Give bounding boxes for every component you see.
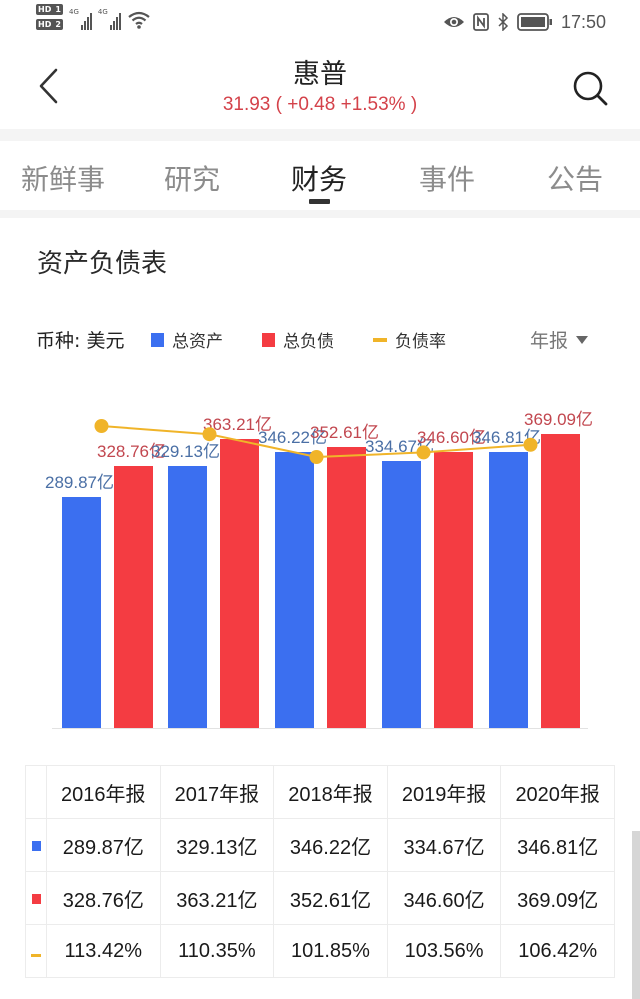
chart-baseline xyxy=(52,728,588,729)
table-row-total-assets: 289.87亿 329.13亿 346.22亿 334.67亿 346.81亿 xyxy=(25,818,615,872)
stock-quote: 31.93 ( +0.48 +1.53% ) xyxy=(222,94,418,115)
bar-total-liabilities[interactable] xyxy=(434,451,473,728)
table-cell: 328.76亿 xyxy=(46,871,161,925)
tab-events[interactable]: 事件 xyxy=(419,163,476,196)
stock-header: 惠普 31.93 ( +0.48 +1.53% ) xyxy=(0,44,640,130)
ratio-point[interactable] xyxy=(523,437,538,452)
bar-total-assets[interactable] xyxy=(62,497,101,728)
table-header-cell: 2017年报 xyxy=(159,765,275,819)
liabilities-marker-icon xyxy=(31,893,41,904)
divider xyxy=(0,210,640,218)
bar-total-liabilities[interactable] xyxy=(327,447,366,728)
table-header-cell: 2019年报 xyxy=(386,765,502,819)
table-cell: 101.85% xyxy=(273,924,388,978)
currency-label: 币种: 美元 xyxy=(36,330,125,352)
table-row-total-liabilities: 328.76亿 363.21亿 352.61亿 346.60亿 369.09亿 xyxy=(25,871,615,925)
bar-total-assets[interactable] xyxy=(382,461,421,728)
tab-news[interactable]: 新鲜事 xyxy=(21,163,106,196)
ratio-point[interactable] xyxy=(416,445,431,460)
legend-square-icon xyxy=(151,332,164,347)
legend-debt-ratio[interactable]: 负债率 xyxy=(373,327,446,352)
bar-total-assets[interactable] xyxy=(275,452,314,728)
tab-finance[interactable]: 财务 xyxy=(291,163,348,196)
sim2-hd-icon: HD 2 xyxy=(36,19,63,30)
bar-value-label: 369.09亿 xyxy=(524,409,593,429)
assets-marker-icon xyxy=(31,840,41,851)
bluetooth-icon xyxy=(498,13,509,31)
table-cell: 103.56% xyxy=(386,924,502,978)
table-row-debt-ratio: 113.42% 110.35% 101.85% 103.56% 106.42% xyxy=(25,924,615,978)
bar-value-label: 346.81亿 xyxy=(472,427,541,447)
back-button[interactable] xyxy=(34,66,64,106)
wifi-icon xyxy=(128,11,150,29)
bar-total-assets[interactable] xyxy=(168,465,207,728)
bar-value-label: 346.22亿 xyxy=(258,428,327,448)
active-tab-indicator xyxy=(309,199,330,204)
table-header-row: 2016年报 2017年报 2018年报 2019年报 2020年报 xyxy=(25,765,615,819)
scrollbar[interactable] xyxy=(632,831,640,999)
ratio-point[interactable] xyxy=(202,427,217,442)
table-cell: 289.87亿 xyxy=(46,818,161,872)
table-cell: 346.81亿 xyxy=(500,818,615,872)
divider xyxy=(0,129,640,141)
legend-square-icon xyxy=(262,332,275,347)
table-header-cell: 2016年报 xyxy=(46,765,161,819)
stock-name: 惠普 xyxy=(293,59,347,90)
tab-bar: 新鲜事 研究 财务 事件 公告 xyxy=(0,140,640,212)
chart-legend: 币种: 美元 总资产 总负债 负债率 年报 xyxy=(36,322,606,354)
eye-icon xyxy=(443,17,464,27)
bar-value-label: 352.61亿 xyxy=(310,423,379,442)
debt-ratio-line xyxy=(94,419,538,464)
chevron-left-icon xyxy=(39,68,58,104)
sim1-hd-icon: HD 1 xyxy=(36,4,63,15)
bar-total-assets[interactable] xyxy=(489,451,528,728)
search-button[interactable] xyxy=(570,68,610,108)
table-cell: 106.42% xyxy=(500,924,615,978)
table-cell: 329.13亿 xyxy=(159,818,275,872)
bar-value-label: 329.13亿 xyxy=(151,441,220,461)
bar-value-label: 346.60亿 xyxy=(417,427,486,447)
tab-announcements[interactable]: 公告 xyxy=(547,163,604,196)
table-cell: 352.61亿 xyxy=(273,871,388,925)
bar-value-label: 289.87亿 xyxy=(45,473,114,492)
battery-icon xyxy=(517,13,552,31)
legend-total-assets[interactable]: 总资产 xyxy=(151,327,223,352)
tab-research[interactable]: 研究 xyxy=(164,163,221,196)
period-dropdown[interactable]: 年报 xyxy=(530,326,589,353)
bar-total-liabilities[interactable] xyxy=(541,433,580,728)
legend-line-icon xyxy=(373,337,387,342)
table-cell: 346.22亿 xyxy=(273,818,388,872)
caret-down-icon xyxy=(576,335,589,344)
bar-total-liabilities[interactable] xyxy=(114,466,153,728)
bar-value-label: 363.21亿 xyxy=(203,414,272,434)
table-cell: 363.21亿 xyxy=(159,871,275,925)
table-header-cell: 2020年报 xyxy=(500,765,615,819)
table-cell: 113.42% xyxy=(46,924,161,978)
balance-sheet-chart: 289.87亿 328.76亿 329.13亿 363.21亿 346.22亿 352.6… xyxy=(0,380,640,740)
signal-2-icon: 4G xyxy=(98,8,121,30)
status-bar: HD 1 HD 2 4G 4G xyxy=(0,0,640,44)
table-header-cell: 2018年报 xyxy=(273,765,388,819)
table-cell: 369.09亿 xyxy=(500,871,615,925)
search-icon xyxy=(573,71,608,106)
bar-value-label: 328.76亿 xyxy=(97,442,166,461)
bar-total-liabilities[interactable] xyxy=(220,438,259,728)
table-cell: 346.60亿 xyxy=(386,871,502,925)
clock: 17:50 xyxy=(560,11,606,32)
legend-total-liabilities[interactable]: 总负债 xyxy=(262,327,334,352)
table-cell: 110.35% xyxy=(159,924,275,978)
ratio-point[interactable] xyxy=(309,450,324,464)
nfc-icon xyxy=(473,13,489,31)
ratio-point[interactable] xyxy=(94,419,109,433)
balance-sheet-table: 2016年报 2017年报 2018年报 2019年报 2020年报 289.8… xyxy=(25,765,615,978)
table-cell: 334.67亿 xyxy=(386,818,502,872)
ratio-marker-icon xyxy=(31,953,41,957)
signal-1-icon: 4G xyxy=(69,8,92,30)
section-title: 资产负债表 xyxy=(37,249,168,279)
